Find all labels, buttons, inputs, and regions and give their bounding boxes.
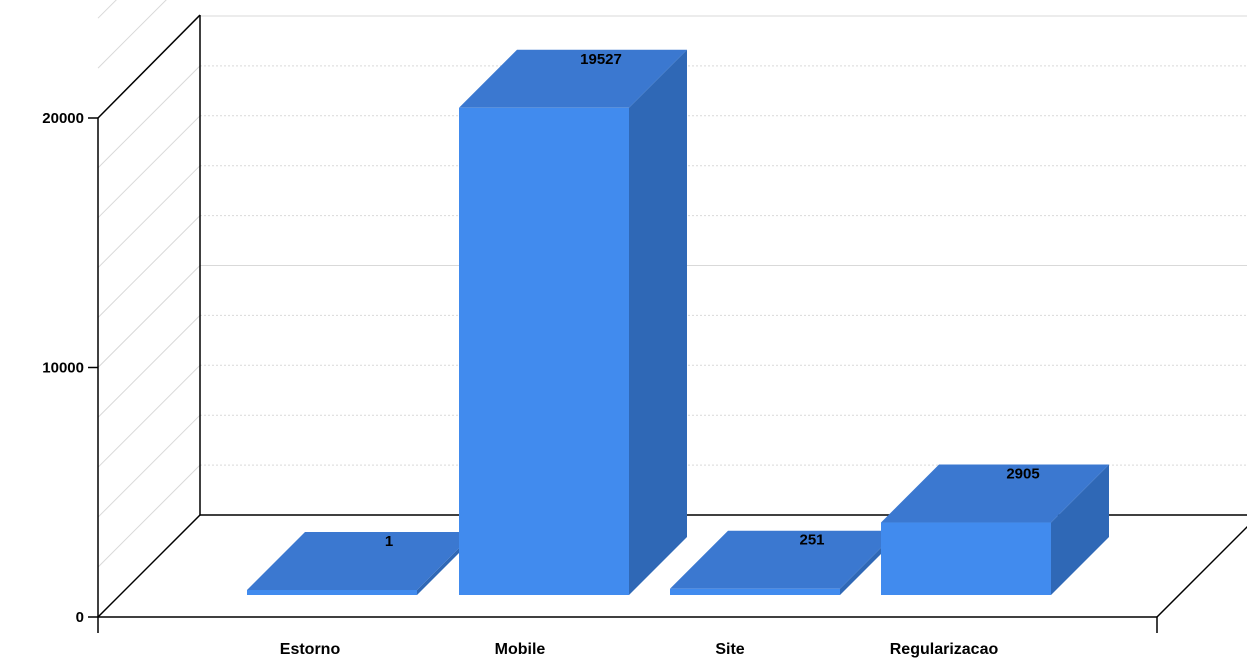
side-wall-gridline [97,0,167,69]
x-tick-label: Regularizacao [890,641,999,658]
side-wall-top-edge [97,14,201,119]
y-tick-label: 10000 [42,360,84,377]
bar [670,588,840,595]
bar-side-face [629,49,687,596]
side-wall-gridline [97,265,201,368]
side-wall-gridline [97,65,201,169]
bar [881,522,1051,595]
data-label: 2905 [1006,466,1039,483]
side-wall-gridline [97,115,201,219]
x-tick-label: Site [715,641,744,658]
side-wall-gridline [97,315,201,418]
side-wall-gridline [97,0,117,19]
bar [247,590,417,595]
floor-right-edge [1156,525,1247,618]
y-tick-label: 0 [76,609,84,626]
y-tick-label: 20000 [42,110,84,127]
bar-top-face [459,49,687,108]
side-wall-gridline [97,464,201,568]
bar-top-face [247,532,475,590]
x-tick-label: Estorno [280,641,341,658]
data-label: 251 [799,532,824,549]
floor-left-edge [97,514,201,618]
side-wall-gridline [97,215,201,318]
data-label: 19527 [580,51,622,68]
bar-side-face [1051,464,1109,595]
side-wall-gridline [97,165,201,269]
data-label: 1 [385,533,393,550]
x-tick-label: Mobile [495,641,546,658]
bar-top-face [670,530,898,589]
side-wall-gridline [97,364,201,468]
side-wall-gridline [97,414,201,518]
bar-top-face [881,464,1109,523]
bar [459,107,629,595]
